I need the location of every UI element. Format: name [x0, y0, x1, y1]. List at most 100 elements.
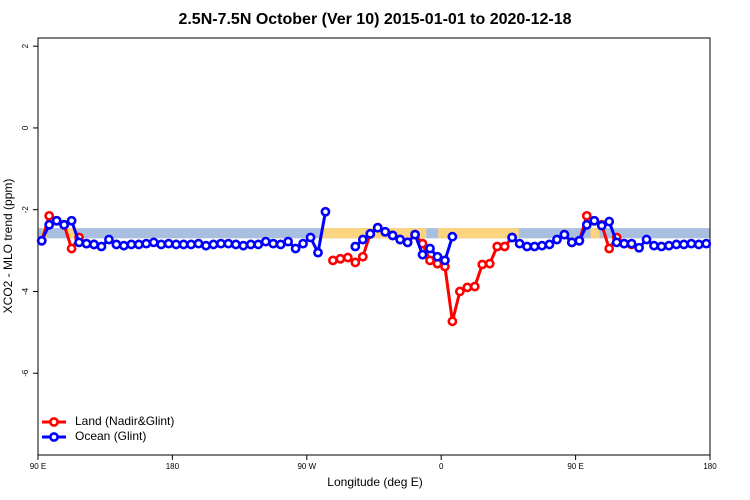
data-point [350, 257, 361, 268]
data-point [66, 215, 77, 226]
data-point [44, 219, 55, 230]
data-point [216, 238, 226, 249]
data-point [566, 237, 577, 248]
data-point [305, 232, 316, 243]
y-tick-label: -4 [21, 287, 30, 295]
data-point [193, 238, 204, 249]
data-point [440, 255, 450, 266]
data-point [574, 235, 585, 246]
data-point [425, 243, 435, 254]
x-axis-label: Longitude (deg E) [327, 475, 422, 489]
data-point [208, 239, 219, 250]
data-point [44, 210, 55, 221]
data-point [59, 219, 70, 230]
x-tick-label: 180 [703, 462, 717, 471]
data-point [238, 240, 249, 251]
data-point [148, 237, 159, 248]
data-point [499, 241, 510, 252]
data-point [469, 281, 480, 292]
legend-marker [49, 417, 59, 427]
data-point [178, 239, 189, 250]
data-point [425, 255, 435, 266]
data-point [544, 239, 555, 250]
data-point [133, 239, 144, 250]
data-point [313, 247, 323, 258]
data-point [686, 238, 697, 249]
data-point [335, 253, 346, 264]
data-point [507, 232, 518, 243]
y-axis-label: XCO2 - MLO trend (ppm) [1, 179, 15, 314]
data-point [529, 241, 540, 252]
data-point [81, 238, 92, 249]
data-point [514, 238, 525, 249]
land-band [438, 228, 519, 239]
data-point [380, 226, 391, 237]
data-point [641, 234, 652, 245]
y-tick-label: -2 [21, 206, 30, 214]
data-point [678, 239, 689, 250]
data-point [581, 210, 592, 221]
data-point [417, 249, 428, 260]
data-point [350, 241, 361, 252]
data-point [454, 286, 465, 297]
data-point [298, 238, 308, 249]
y-tick-label: 2 [21, 43, 30, 48]
x-tick-label: 90 W [297, 462, 316, 471]
data-point [619, 238, 630, 249]
data-point [89, 239, 99, 250]
data-point [365, 228, 376, 239]
data-point [223, 238, 234, 249]
data-point [245, 239, 256, 250]
data-point [447, 231, 458, 242]
data-point [492, 241, 503, 252]
data-point [559, 229, 570, 240]
data-point [126, 239, 137, 250]
legend-label: Land (Nadir&Glint) [75, 414, 174, 428]
data-point [402, 237, 413, 248]
data-point [596, 220, 607, 231]
data-point [51, 215, 62, 226]
land-band [67, 228, 77, 239]
data-point [649, 240, 659, 251]
y-tick-label: 0 [21, 125, 30, 130]
x-tick-label: 90 E [567, 462, 583, 471]
data-point [604, 243, 615, 254]
data-point [104, 234, 114, 245]
data-point [36, 235, 47, 246]
data-point [253, 239, 264, 250]
x-tick-label: 90 E [30, 462, 46, 471]
data-point [410, 229, 420, 240]
data-point [372, 222, 383, 233]
data-point [171, 239, 182, 250]
legend-label: Ocean (Glint) [75, 429, 146, 443]
data-point [701, 238, 712, 249]
data-point [290, 243, 301, 254]
x-tick-label: 0 [439, 462, 444, 471]
data-point [275, 239, 286, 250]
y-tick-label: -6 [21, 369, 30, 377]
land-band [590, 228, 600, 239]
data-point [268, 238, 279, 249]
data-point [589, 215, 600, 226]
data-point [141, 238, 152, 249]
data-point [118, 240, 129, 251]
data-point [186, 239, 196, 250]
data-point [626, 238, 637, 249]
legend-marker [49, 432, 59, 442]
data-point [447, 316, 458, 327]
data-point [230, 239, 241, 250]
data-point [537, 240, 547, 251]
data-point [156, 239, 167, 250]
data-point [201, 240, 211, 251]
data-point [163, 238, 174, 249]
data-point [342, 252, 353, 263]
data-point [656, 241, 667, 252]
data-point [664, 240, 674, 251]
data-point [693, 239, 704, 250]
data-point [522, 241, 532, 252]
data-point [328, 255, 338, 266]
data-point [387, 230, 398, 241]
data-point [484, 258, 495, 269]
data-point [395, 234, 406, 245]
